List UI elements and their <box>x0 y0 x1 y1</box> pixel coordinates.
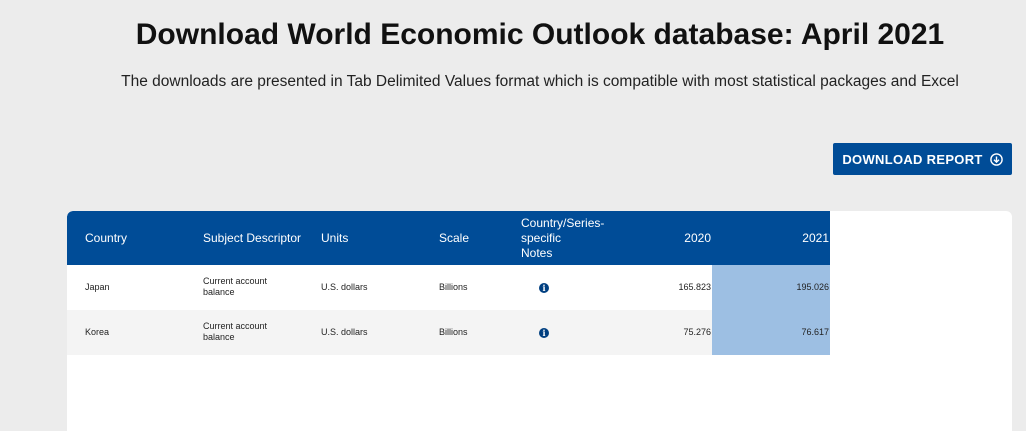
cell-units: U.S. dollars <box>321 282 368 292</box>
cell-subject-line2: balance <box>203 287 235 297</box>
column-header-notes-line3: Notes <box>521 246 553 260</box>
circle-arrow-down-icon <box>989 152 1003 166</box>
cell-scale: Billions <box>439 282 468 292</box>
cell-subject-line1: Current account <box>203 321 268 331</box>
cell-country: Korea <box>85 327 110 337</box>
column-header-2020[interactable]: 2020 <box>684 231 711 245</box>
cell-units: U.S. dollars <box>321 327 368 337</box>
table-row: Korea Current account balance U.S. dolla… <box>67 310 830 355</box>
table-header: Country Subject Descriptor Units Scale C… <box>67 211 830 265</box>
cell-subject-descriptor: Current account balance <box>203 276 267 298</box>
column-header-notes-line2: specific <box>521 231 562 245</box>
column-header-notes-line1: Country/Series- <box>521 216 605 230</box>
column-header-country[interactable]: Country <box>85 231 128 245</box>
column-header-notes[interactable]: Country/Series- specific Notes <box>521 216 604 261</box>
column-header-2021[interactable]: 2021 <box>802 231 829 245</box>
cell-subject-descriptor: Current account balance <box>203 321 267 343</box>
table-row: Japan Current account balance U.S. dolla… <box>67 265 830 310</box>
results-table-card: Country Subject Descriptor Units Scale C… <box>67 211 1012 431</box>
cell-2020: 165.823 <box>678 282 711 292</box>
cell-subject-line2: balance <box>203 332 235 342</box>
cell-country: Japan <box>85 282 110 292</box>
page-subtitle: The downloads are presented in Tab Delim… <box>121 73 959 90</box>
download-report-button[interactable]: DOWNLOAD REPORT <box>833 143 1012 175</box>
column-header-subject-descriptor[interactable]: Subject Descriptor <box>203 231 302 245</box>
cell-2020: 75.276 <box>683 327 711 337</box>
page-title: Download World Economic Outlook database… <box>135 18 945 51</box>
results-table: Country Subject Descriptor Units Scale C… <box>67 211 830 355</box>
cell-subject-line1: Current account <box>203 276 268 286</box>
info-icon[interactable]: i <box>539 283 549 293</box>
download-report-label: DOWNLOAD REPORT <box>842 151 983 167</box>
highlighted-2021-cell <box>712 310 830 355</box>
cell-2021: 76.617 <box>801 327 829 337</box>
column-header-units[interactable]: Units <box>321 231 349 245</box>
info-icon[interactable]: i <box>539 328 549 338</box>
cell-scale: Billions <box>439 327 468 337</box>
highlighted-2021-cell <box>712 265 830 310</box>
cell-2021: 195.026 <box>796 282 829 292</box>
column-header-scale[interactable]: Scale <box>439 231 470 245</box>
